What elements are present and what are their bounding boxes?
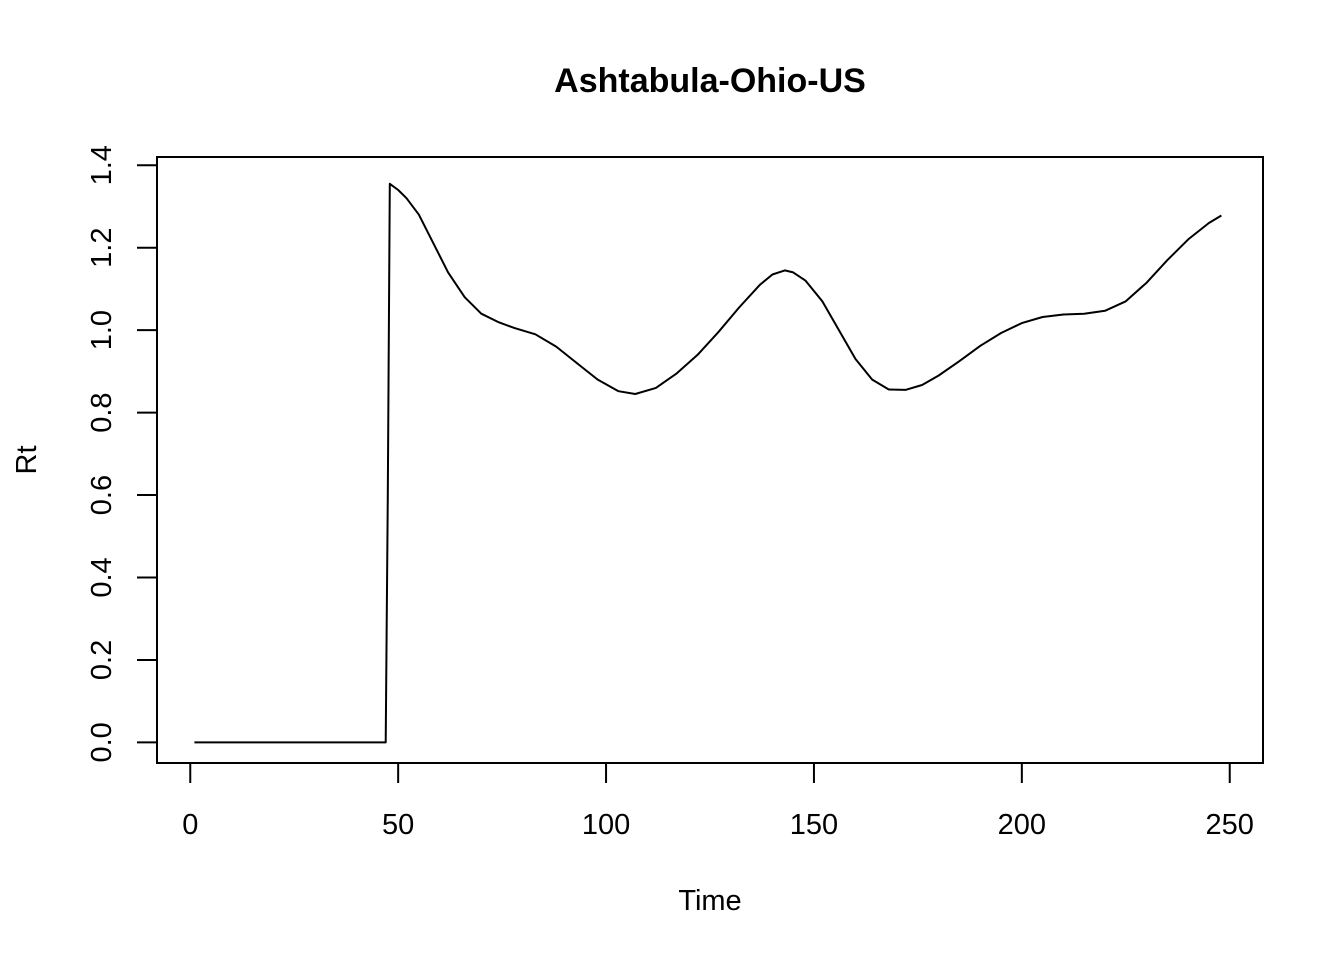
y-tick-label: 1.4: [86, 145, 118, 185]
series-layer: [194, 182, 1222, 744]
x-tick-label: 150: [790, 809, 838, 841]
y-tick-label: 0.0: [86, 722, 118, 762]
x-tick-label: 100: [582, 809, 630, 841]
x-axis: 0 50 100 150 200 250: [182, 762, 1254, 841]
y-axis: 0.0 0.2 0.4 0.6 0.8 1.0 1.2 1.4: [86, 145, 158, 763]
y-tick-label: 0.6: [86, 475, 118, 515]
x-tick-label: 0: [182, 809, 198, 841]
x-tick-label: 250: [1206, 809, 1254, 841]
chart-title: Ashtabula-Ohio-US: [554, 62, 866, 100]
y-tick-label: 1.0: [86, 310, 118, 350]
series-line: [194, 182, 1222, 744]
y-tick-label: 0.4: [86, 557, 118, 597]
y-tick-label: 0.2: [86, 640, 118, 680]
y-tick-label: 0.8: [86, 392, 118, 432]
y-axis-label: Rt: [11, 446, 43, 475]
x-tick-label: 50: [382, 809, 414, 841]
x-tick-label: 200: [998, 809, 1046, 841]
x-axis-label: Time: [678, 885, 741, 917]
plot-frame: [156, 156, 1264, 764]
y-tick-label: 1.2: [86, 228, 118, 268]
